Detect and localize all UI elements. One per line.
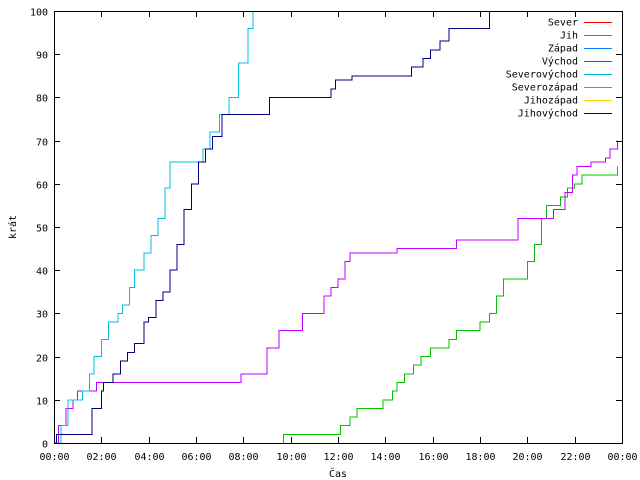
x-tick-label: 20:00 [512,452,542,463]
y-tick-label: 10 [36,397,48,408]
x-tick-label: 22:00 [560,452,590,463]
legend-label: Severozápad [512,82,578,94]
y-tick-label: 80 [36,94,48,105]
y-tick-label: 50 [36,224,48,235]
x-tick-label: 18:00 [465,452,495,463]
ticks-layer: 0 10 20 30 40 50 60 70 80 90 100 00:00 02:00 04:00 06:… [30,8,638,464]
y-tick-label: 20 [36,354,48,365]
x-tick-label: 06:00 [181,452,211,463]
series-line-východ [54,140,618,443]
series-layer [54,11,618,443]
y-tick-label: 60 [36,181,48,192]
y-axis-label: krát [7,215,19,239]
series-line-severovýchod [54,11,254,443]
y-tick-label: 40 [36,267,48,278]
x-tick-label: 00:00 [39,452,69,463]
x-tick-label: 02:00 [86,452,116,463]
x-tick-label: 00:00 [607,452,637,463]
legend-label: Jihovýchod [518,108,578,120]
y-tick-label: 90 [36,51,48,62]
x-tick-label: 12:00 [323,452,353,463]
y-tick-label: 100 [30,8,48,19]
y-tick-label: 70 [36,138,48,149]
x-tick-label: 10:00 [276,452,306,463]
y-tick-label: 30 [36,310,48,321]
legend-label: Západ [548,43,578,55]
x-tick-label: 16:00 [418,452,448,463]
legend-label: Jihozápad [524,95,578,107]
series-line-jihovýchod [54,11,490,443]
legend-label: Sever [548,18,578,29]
y-tick-label: 0 [42,440,48,451]
legend-label: Východ [542,56,578,68]
legend-label: Severovýchod [506,69,578,81]
x-tick-label: 08:00 [228,452,258,463]
legend-label: Jih [560,31,578,42]
legend: Sever JihZápadVýchodSeverovýchodSeverozáp… [506,18,612,120]
series-line-jih [283,166,618,443]
x-tick-label: 14:00 [370,452,400,463]
x-axis-label: Čas [329,467,347,480]
x-tick-label: 04:00 [134,452,164,463]
